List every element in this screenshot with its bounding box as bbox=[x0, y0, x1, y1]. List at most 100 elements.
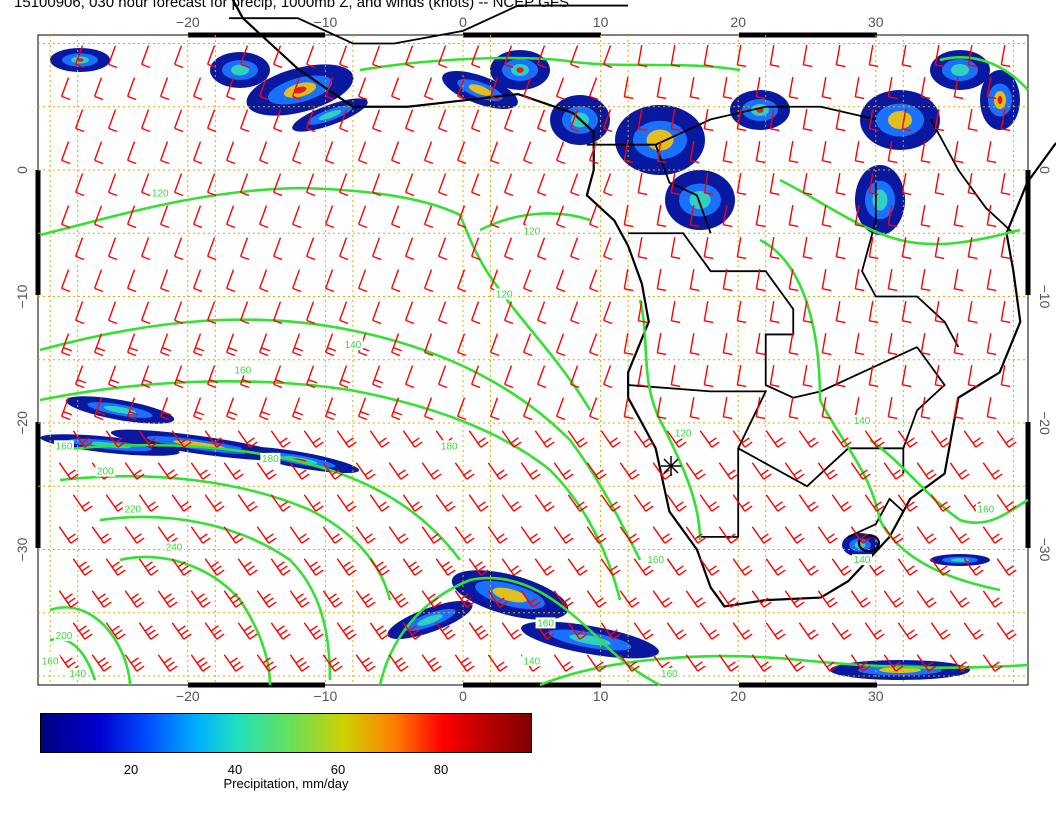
wind-barb bbox=[788, 333, 799, 356]
wind-barb bbox=[522, 397, 533, 421]
wind-barb bbox=[670, 237, 681, 260]
wind-barb bbox=[223, 590, 244, 608]
wind-barb bbox=[192, 205, 203, 229]
wind-barb bbox=[736, 173, 747, 196]
wind-barb bbox=[336, 622, 357, 640]
wind-barb bbox=[239, 45, 250, 69]
wind-barb bbox=[831, 622, 852, 640]
lat-tick-right: −20 bbox=[1037, 411, 1053, 435]
wind-barb bbox=[159, 205, 170, 229]
wind-barb bbox=[567, 622, 588, 640]
wind-barb bbox=[883, 526, 904, 544]
contour-line bbox=[779, 178, 1021, 246]
wind-barb bbox=[732, 558, 753, 576]
wind-barb bbox=[157, 590, 178, 608]
wind-barb bbox=[986, 397, 997, 420]
wind-barb bbox=[623, 77, 634, 100]
wind-barb bbox=[817, 590, 838, 608]
wind-barb bbox=[536, 301, 547, 325]
wind-barb bbox=[173, 301, 184, 325]
wind-barb bbox=[901, 237, 912, 260]
wind-barb bbox=[140, 301, 151, 325]
wind-barb bbox=[555, 77, 566, 101]
wind-barb bbox=[423, 397, 434, 421]
wind-barb bbox=[72, 494, 93, 512]
wind-barb bbox=[868, 45, 879, 68]
wind-barb bbox=[322, 590, 343, 608]
wind-barb bbox=[569, 365, 580, 389]
wind-barb bbox=[934, 173, 945, 196]
wind-barb bbox=[953, 333, 964, 356]
wind-barb bbox=[72, 622, 93, 640]
wind-barb bbox=[435, 494, 456, 512]
wind-barb bbox=[901, 301, 912, 324]
wind-barb bbox=[468, 558, 489, 576]
wind-barb bbox=[192, 77, 203, 101]
wind-barb bbox=[239, 301, 250, 325]
wind-barb bbox=[138, 494, 159, 512]
wind-barb bbox=[305, 301, 316, 325]
wind-barb bbox=[666, 622, 687, 640]
wind-barb bbox=[670, 45, 681, 68]
wind-barb bbox=[949, 590, 970, 608]
wind-barb bbox=[404, 237, 415, 261]
wind-barb bbox=[520, 590, 541, 608]
wind-barb bbox=[338, 173, 349, 197]
wind-barb bbox=[623, 269, 634, 292]
wind-barb bbox=[303, 494, 324, 512]
precip-cell bbox=[930, 554, 990, 566]
wind-barb bbox=[237, 622, 258, 640]
wind-barb bbox=[967, 109, 978, 132]
wind-barb bbox=[751, 590, 772, 608]
wind-barb bbox=[967, 301, 978, 324]
wind-barb bbox=[371, 365, 384, 389]
wind-barb bbox=[503, 237, 514, 261]
wind-barb bbox=[953, 269, 964, 292]
wind-barb bbox=[831, 494, 852, 512]
wind-barb bbox=[769, 301, 780, 324]
wind-barb bbox=[322, 654, 343, 672]
wind-barb bbox=[920, 397, 931, 420]
wind-barb bbox=[901, 109, 912, 132]
wind-barb bbox=[437, 237, 448, 261]
wind-barb bbox=[355, 590, 376, 608]
wind-barb bbox=[567, 558, 588, 576]
contour-line bbox=[869, 438, 1029, 524]
wind-barb bbox=[802, 365, 813, 388]
colorbar-tick: 40 bbox=[227, 762, 243, 777]
wind-barb bbox=[670, 173, 681, 196]
wind-barb bbox=[225, 397, 238, 421]
wind-barb bbox=[58, 526, 79, 544]
wind-barb bbox=[718, 462, 739, 480]
wind-barb bbox=[685, 654, 706, 672]
wind-barb bbox=[522, 141, 533, 165]
wind-barb bbox=[107, 173, 118, 197]
wind-barb bbox=[371, 173, 382, 197]
colorbar-label: Precipitation, mm/day bbox=[223, 776, 349, 791]
wind-barb bbox=[206, 109, 217, 133]
height-contours bbox=[39, 56, 1029, 687]
wind-barb bbox=[305, 173, 316, 197]
wind-barb bbox=[171, 430, 192, 448]
contour-label: 120 bbox=[152, 188, 169, 199]
wind-barb bbox=[769, 45, 780, 68]
wind-barb bbox=[986, 141, 997, 164]
wind-barb bbox=[324, 77, 335, 101]
wind-barb bbox=[390, 269, 401, 293]
wind-barb bbox=[159, 141, 170, 165]
wind-barb bbox=[703, 45, 714, 68]
wind-barb bbox=[567, 494, 588, 512]
wind-barb bbox=[963, 558, 984, 576]
wind-barb bbox=[435, 622, 456, 640]
wind-barb bbox=[623, 205, 634, 228]
wind-barb bbox=[652, 590, 673, 608]
wind-barb bbox=[105, 558, 126, 576]
wind-barb bbox=[357, 205, 368, 229]
wind-barb bbox=[289, 654, 310, 672]
wind-barb bbox=[124, 526, 145, 544]
wind-barb bbox=[157, 654, 178, 672]
wind-barb bbox=[934, 109, 945, 132]
wind-barb bbox=[953, 141, 964, 164]
wind-barb bbox=[986, 333, 997, 356]
wind-barb bbox=[423, 333, 434, 357]
